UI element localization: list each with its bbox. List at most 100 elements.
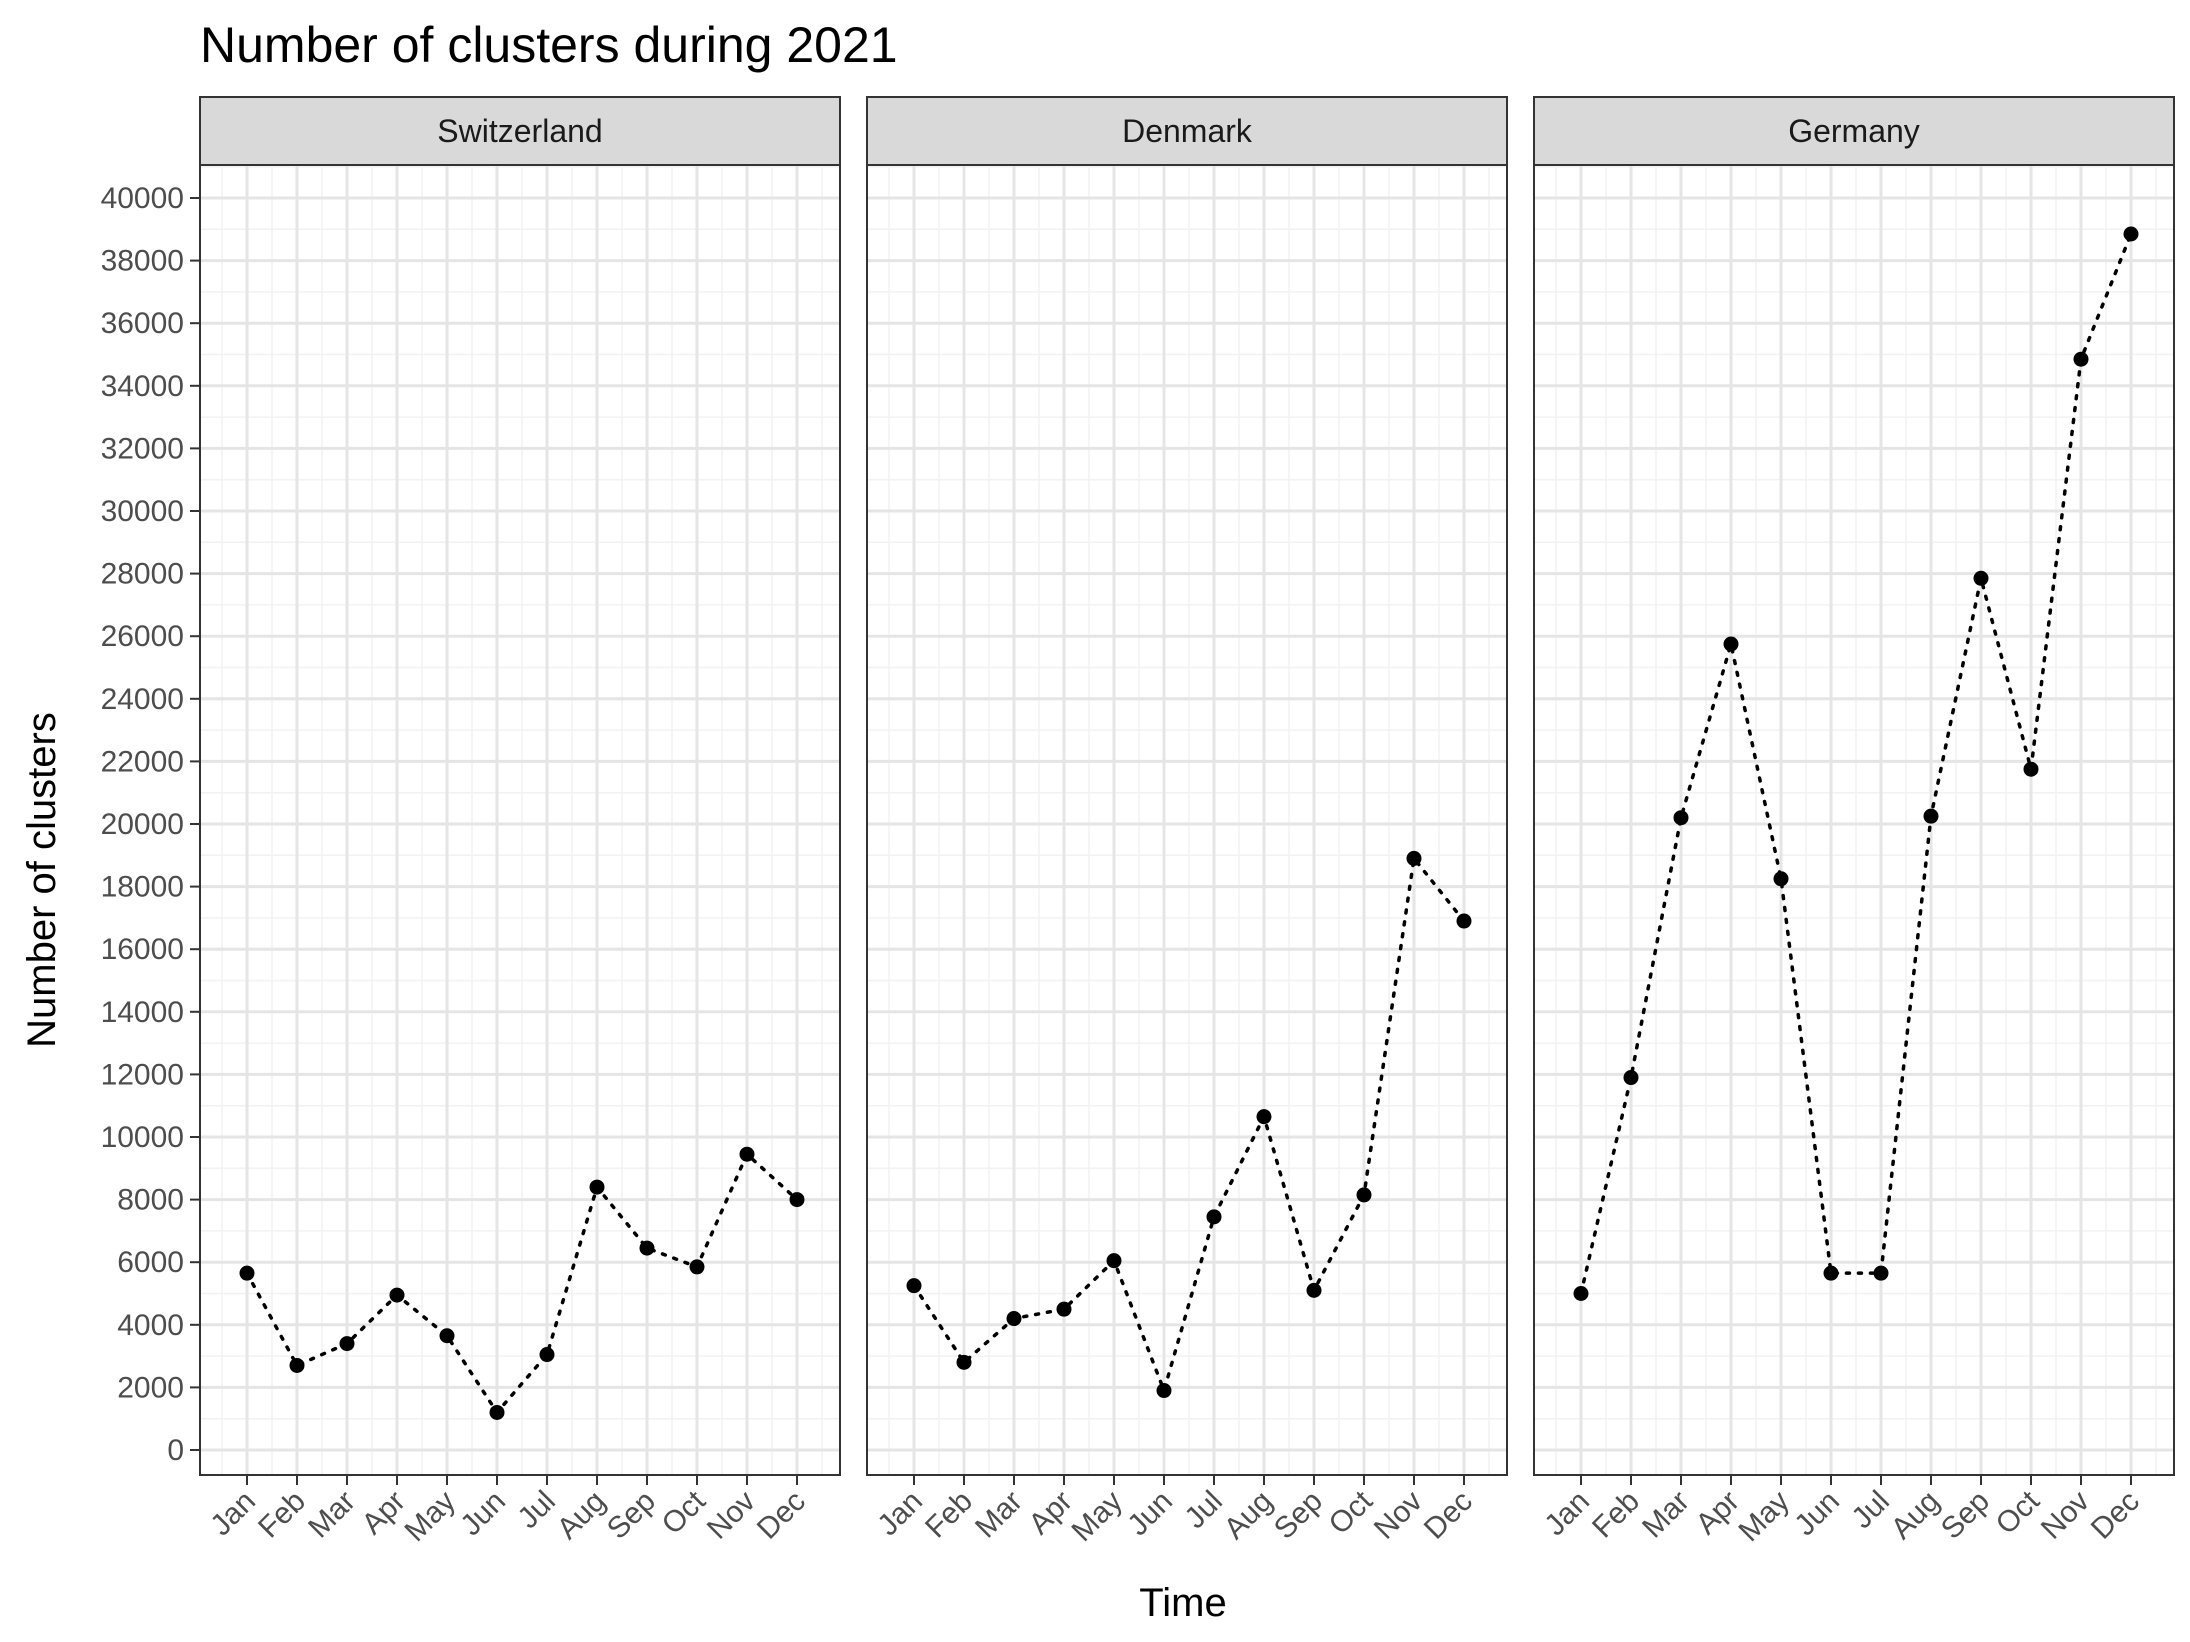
x-tick-label: Sep — [601, 1485, 662, 1546]
y-axis: 0 2000 4000 6000 8000 10000 12000 14000 16000 180… — [101, 182, 200, 1467]
panel-background — [1534, 165, 2174, 1475]
x-tick-label: Feb — [1586, 1485, 1646, 1545]
data-point-sep — [639, 1240, 655, 1256]
y-tick-label: 28000 — [101, 558, 184, 591]
data-point-may — [1106, 1253, 1122, 1269]
panel-background — [867, 165, 1507, 1475]
x-tick-label: Aug — [1218, 1485, 1279, 1546]
y-tick-label: 4000 — [117, 1309, 184, 1342]
y-tick-label: 34000 — [101, 370, 184, 403]
x-tick-label: Dec — [751, 1485, 812, 1546]
y-tick-label: 22000 — [101, 745, 184, 778]
x-tick-label: Jan — [1538, 1485, 1596, 1543]
data-point-oct — [689, 1259, 705, 1275]
data-point-dec — [1456, 913, 1472, 929]
data-point-jun — [1823, 1265, 1839, 1281]
data-point-jan — [1573, 1286, 1589, 1301]
x-tick-label: Oct — [1990, 1484, 2047, 1541]
data-point-apr — [389, 1287, 405, 1303]
x-tick-label: Jun — [454, 1485, 512, 1543]
y-tick-label: 18000 — [101, 871, 184, 904]
data-point-apr — [1723, 636, 1739, 652]
x-tick-label: Apr — [356, 1485, 412, 1541]
x-tick-label: Jan — [204, 1485, 262, 1543]
data-point-aug — [1256, 1109, 1272, 1125]
x-tick-label: Oct — [656, 1484, 713, 1541]
chart-title: Number of clusters during 2021 — [200, 17, 898, 73]
x-tick-label: Oct — [1323, 1484, 1380, 1541]
x-tick-label: Nov — [2035, 1485, 2096, 1546]
data-point-mar — [1006, 1311, 1022, 1327]
x-tick-label: Mar — [302, 1485, 362, 1545]
y-tick-label: 36000 — [101, 307, 184, 340]
data-point-oct — [1356, 1187, 1372, 1203]
data-point-jun — [1156, 1383, 1172, 1399]
data-point-jul — [1873, 1265, 1889, 1281]
y-tick-label: 8000 — [117, 1184, 184, 1217]
strip-background — [199, 96, 841, 166]
y-tick-label: 10000 — [101, 1121, 184, 1154]
x-tick-label: Nov — [701, 1485, 762, 1546]
data-point-jan — [239, 1265, 255, 1281]
x-tick-label: Sep — [1935, 1485, 1996, 1546]
x-axis-title: Time — [1139, 1581, 1226, 1625]
data-point-feb — [956, 1354, 972, 1370]
x-tick-label: May — [1733, 1485, 1796, 1548]
data-point-jun — [489, 1404, 505, 1420]
x-tick-label: Jul — [1178, 1485, 1228, 1535]
y-tick-label: 12000 — [101, 1058, 184, 1091]
data-point-may — [439, 1328, 455, 1344]
y-tick-label: 26000 — [101, 620, 184, 653]
data-point-jul — [539, 1347, 555, 1363]
x-tick-label: Apr — [1023, 1485, 1079, 1541]
x-tick-label: Jun — [1121, 1485, 1179, 1543]
strip-label: Germany — [1788, 113, 1920, 149]
data-point-nov — [1406, 850, 1422, 866]
data-point-jan — [906, 1278, 922, 1294]
strip-background — [866, 96, 1508, 166]
data-point-mar — [1673, 810, 1689, 826]
data-point-sep — [1973, 570, 1989, 586]
y-tick-label: 20000 — [101, 808, 184, 841]
y-tick-label: 14000 — [101, 996, 184, 1029]
x-tick-label: Aug — [551, 1485, 612, 1546]
x-tick-label: Dec — [1418, 1485, 1479, 1546]
data-point-apr — [1056, 1301, 1072, 1317]
x-tick-label: Apr — [1690, 1485, 1746, 1541]
y-tick-label: 6000 — [117, 1246, 184, 1279]
x-tick-label: May — [1066, 1485, 1129, 1548]
x-tick-label: Aug — [1885, 1485, 1946, 1546]
series-line — [912, 854, 1466, 1397]
data-point-dec — [789, 1192, 805, 1208]
x-tick-label: Feb — [252, 1485, 312, 1545]
data-point-nov — [2073, 351, 2089, 367]
data-point-dec — [2123, 226, 2139, 242]
strip-background — [1533, 96, 2175, 166]
data-point-may — [1773, 871, 1789, 887]
y-tick-label: 38000 — [101, 245, 184, 278]
x-tick-label: Jan — [871, 1485, 929, 1543]
data-point-sep — [1306, 1282, 1322, 1298]
x-tick-label: Feb — [919, 1485, 979, 1545]
data-point-nov — [739, 1146, 755, 1162]
data-point-aug — [589, 1179, 605, 1195]
y-tick-label: 32000 — [101, 432, 184, 465]
x-tick-label: Jul — [1845, 1485, 1895, 1535]
y-tick-label: 2000 — [117, 1371, 184, 1404]
y-tick-label: 30000 — [101, 495, 184, 528]
strip-label: Denmark — [1122, 113, 1253, 149]
x-tick-label: May — [399, 1485, 462, 1548]
strip-label: Switzerland — [437, 113, 602, 149]
series-line — [245, 1151, 799, 1416]
x-tick-label: Jul — [511, 1485, 561, 1535]
data-point-feb — [1623, 1070, 1639, 1086]
y-tick-label: 16000 — [101, 933, 184, 966]
y-tick-label: 40000 — [101, 182, 184, 215]
data-point-oct — [2023, 761, 2039, 777]
y-axis-title: Number of clusters — [20, 712, 64, 1048]
data-point-aug — [1923, 808, 1939, 824]
